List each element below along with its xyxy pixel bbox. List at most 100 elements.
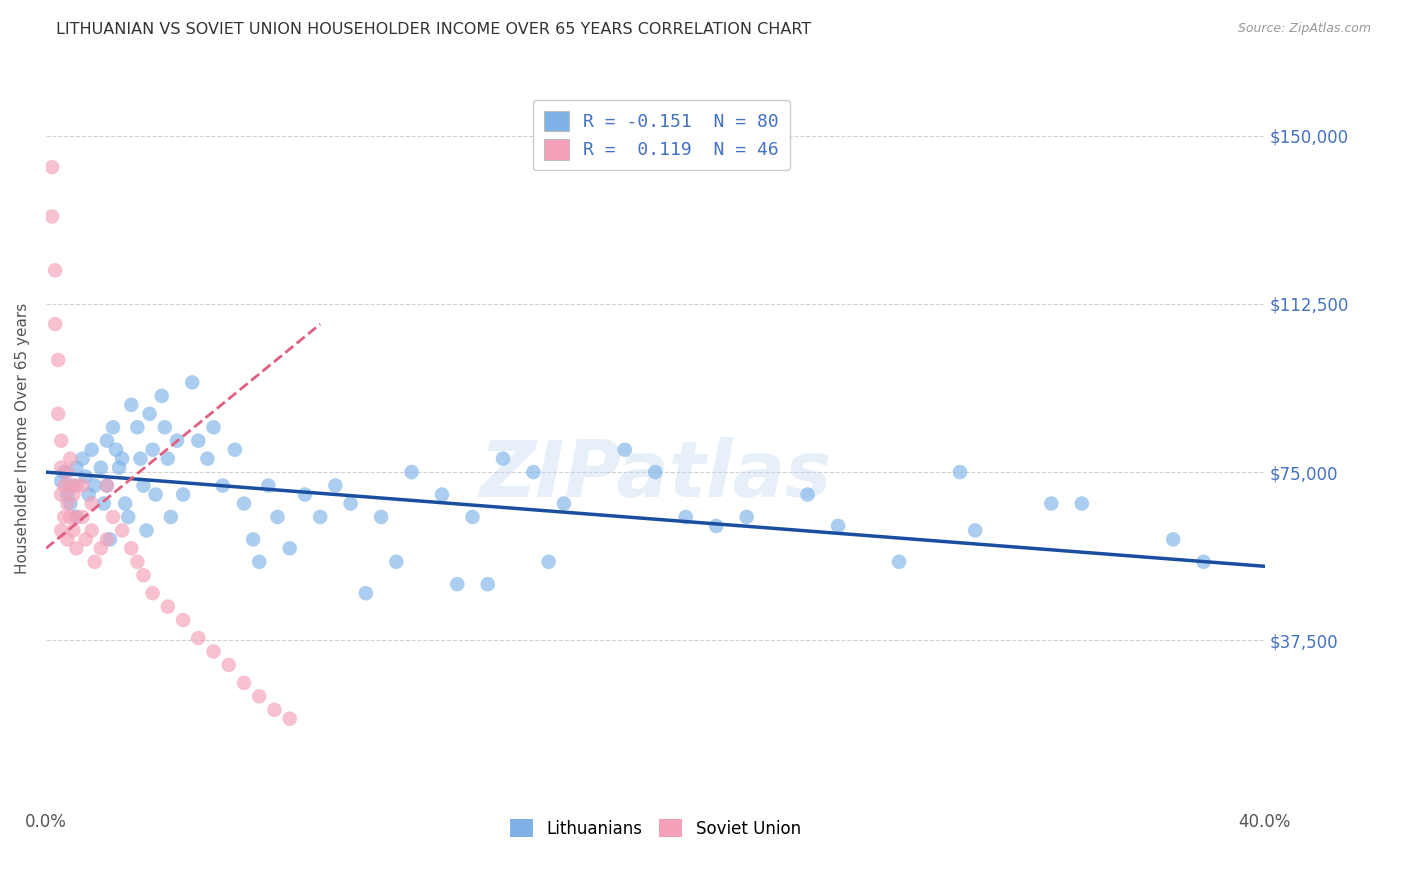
Point <box>172 613 194 627</box>
Point <box>62 478 84 492</box>
Point <box>127 420 149 434</box>
Point <box>247 690 270 704</box>
Point <box>75 469 97 483</box>
Point <box>965 524 987 538</box>
Point <box>1192 555 1215 569</box>
Y-axis label: Householder Income Over 65 years: Householder Income Over 65 years <box>15 303 30 574</box>
Point <box>41 210 63 224</box>
Point <box>233 676 256 690</box>
Point <box>1040 496 1063 510</box>
Point <box>294 487 316 501</box>
Point <box>96 434 118 448</box>
Point <box>117 510 139 524</box>
Point <box>233 496 256 510</box>
Point <box>53 465 76 479</box>
Point <box>385 555 408 569</box>
Point <box>537 555 560 569</box>
Point <box>266 510 288 524</box>
Text: Source: ZipAtlas.com: Source: ZipAtlas.com <box>1237 22 1371 36</box>
Point <box>675 510 697 524</box>
Point <box>263 703 285 717</box>
Point <box>224 442 246 457</box>
Point <box>132 568 155 582</box>
Point <box>65 510 87 524</box>
Point <box>93 496 115 510</box>
Point <box>477 577 499 591</box>
Point <box>44 263 66 277</box>
Point <box>59 510 82 524</box>
Point <box>53 478 76 492</box>
Point <box>278 712 301 726</box>
Point <box>72 510 94 524</box>
Point <box>949 465 972 479</box>
Point <box>108 460 131 475</box>
Point <box>354 586 377 600</box>
Point <box>127 555 149 569</box>
Point <box>65 510 87 524</box>
Point <box>51 460 73 475</box>
Point <box>83 478 105 492</box>
Point <box>309 510 332 524</box>
Point <box>197 451 219 466</box>
Legend: Lithuanians, Soviet Union: Lithuanians, Soviet Union <box>503 813 807 845</box>
Point <box>1070 496 1092 510</box>
Point <box>325 478 347 492</box>
Text: ZIPatlas: ZIPatlas <box>479 437 831 514</box>
Point <box>46 407 69 421</box>
Point <box>72 451 94 466</box>
Point <box>257 478 280 492</box>
Point <box>111 451 134 466</box>
Point <box>59 478 82 492</box>
Point <box>145 487 167 501</box>
Point <box>44 317 66 331</box>
Point <box>160 510 183 524</box>
Point <box>156 451 179 466</box>
Point <box>56 487 79 501</box>
Point <box>98 533 121 547</box>
Point <box>181 376 204 390</box>
Point <box>80 496 103 510</box>
Point <box>1161 533 1184 547</box>
Point <box>138 407 160 421</box>
Point <box>735 510 758 524</box>
Point <box>492 451 515 466</box>
Point <box>56 465 79 479</box>
Point <box>101 420 124 434</box>
Point <box>461 510 484 524</box>
Point <box>62 487 84 501</box>
Point <box>120 398 142 412</box>
Point <box>218 657 240 672</box>
Point <box>83 555 105 569</box>
Point <box>887 555 910 569</box>
Point <box>247 555 270 569</box>
Point <box>156 599 179 614</box>
Point <box>211 478 233 492</box>
Point <box>446 577 468 591</box>
Point <box>114 496 136 510</box>
Point <box>129 451 152 466</box>
Point <box>339 496 361 510</box>
Point <box>105 442 128 457</box>
Point <box>51 524 73 538</box>
Point <box>401 465 423 479</box>
Point <box>278 541 301 556</box>
Point <box>172 487 194 501</box>
Point <box>150 389 173 403</box>
Point <box>96 478 118 492</box>
Point <box>187 631 209 645</box>
Point <box>135 524 157 538</box>
Point <box>553 496 575 510</box>
Point <box>187 434 209 448</box>
Point <box>142 586 165 600</box>
Point <box>51 434 73 448</box>
Point <box>796 487 818 501</box>
Point <box>827 519 849 533</box>
Point <box>96 478 118 492</box>
Point <box>77 487 100 501</box>
Point <box>72 478 94 492</box>
Point <box>65 478 87 492</box>
Point <box>90 541 112 556</box>
Point <box>51 487 73 501</box>
Point <box>370 510 392 524</box>
Point <box>90 460 112 475</box>
